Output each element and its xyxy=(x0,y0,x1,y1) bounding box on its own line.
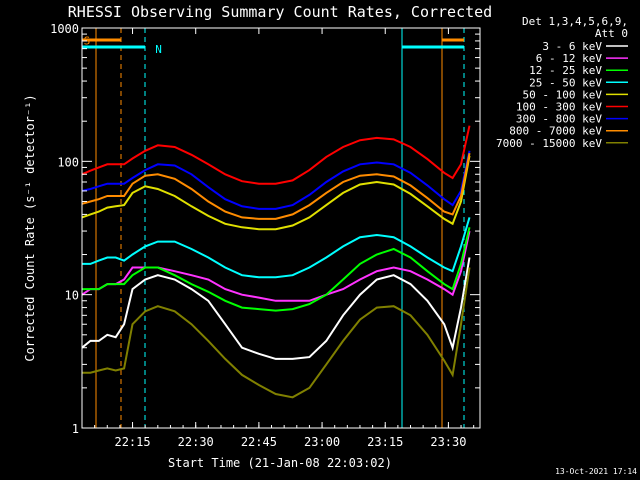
legend-label: 12 - 25 keV xyxy=(529,64,602,77)
series-line-25-50-kev xyxy=(82,217,471,279)
y-tick-label: 10 xyxy=(65,289,79,303)
x-tick-label: 23:00 xyxy=(304,435,340,449)
y-tick-label: 1 xyxy=(72,422,79,436)
legend-label: 800 - 7000 keV xyxy=(509,125,602,138)
generation-date: 13-Oct-2021 17:14 xyxy=(555,467,637,476)
legend-label: 25 - 50 keV xyxy=(529,76,602,89)
series-line-7000-15000-kev xyxy=(82,267,471,399)
legend-label: 6 - 12 keV xyxy=(536,52,603,65)
y-axis-label: Corrected Count Rate (s⁻¹ detector⁻¹) xyxy=(23,94,37,361)
legend-label: 50 - 100 keV xyxy=(523,88,603,101)
series-line-6-12-kev xyxy=(81,230,471,302)
x-tick-label: 23:15 xyxy=(367,435,403,449)
legend-label: 100 - 300 keV xyxy=(516,101,602,114)
x-tick-label: 22:15 xyxy=(114,435,150,449)
y-tick-label: 1000 xyxy=(50,22,79,36)
series-line-12-25-kev xyxy=(82,227,471,312)
chart-title: RHESSI Observing Summary Count Rates, Co… xyxy=(68,3,492,21)
legend-header: Det 1,3,4,5,6,9, xyxy=(522,15,628,28)
legend-label: 3 - 6 keV xyxy=(542,40,602,53)
series-line-3-6-kev xyxy=(81,257,471,360)
plot-frame xyxy=(81,27,481,429)
axes-layer: 22:15 22:30 22:45 23:00 23:15 23:30 1 10 100 1000 xyxy=(50,22,480,449)
legend-label: 7000 - 15000 keV xyxy=(496,137,602,150)
series-line-800-7000-kev xyxy=(81,153,471,220)
x-tick-label: 22:30 xyxy=(178,435,214,449)
y-tick-label: 100 xyxy=(57,155,79,169)
observation-overlay xyxy=(81,28,465,428)
x-tick-label: 22:45 xyxy=(241,435,277,449)
series-line-50-100-kev xyxy=(81,155,471,231)
x-tick-label: 23:30 xyxy=(430,435,466,449)
legend-header: Att 0 xyxy=(595,27,628,40)
legend-label: 300 - 800 keV xyxy=(516,113,602,126)
series-line-100-300-kev xyxy=(81,125,471,185)
series-line-300-800-kev xyxy=(81,150,471,210)
series-layer xyxy=(81,125,471,399)
marker-n: N xyxy=(155,43,162,56)
x-axis-label: Start Time (21-Jan-08 22:03:02) xyxy=(168,456,392,470)
